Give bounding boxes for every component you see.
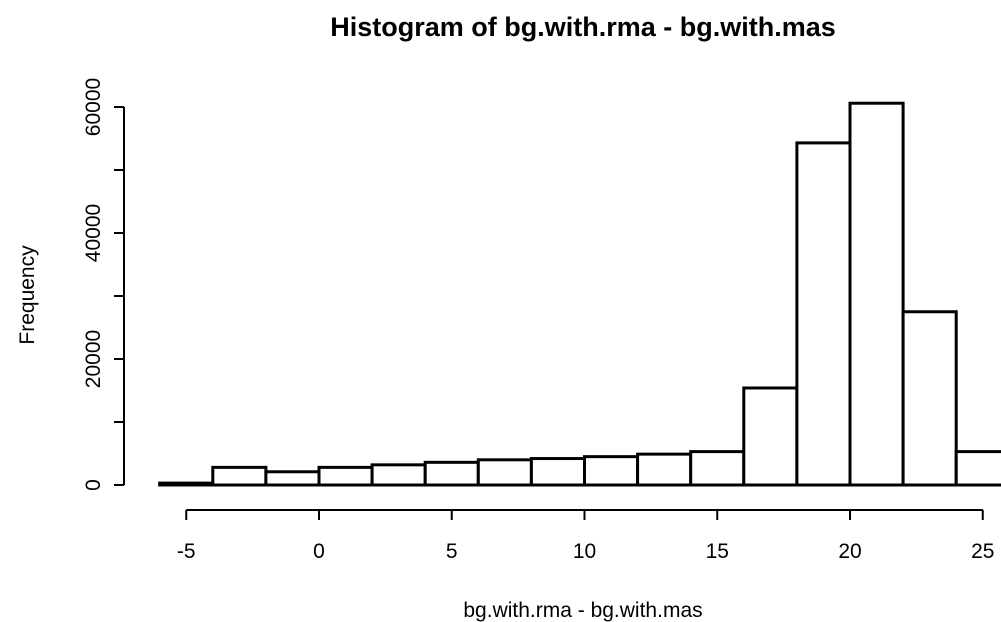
histogram-bar <box>529 457 587 487</box>
histogram-bar <box>636 452 693 487</box>
x-tick-label: 20 <box>838 540 861 563</box>
bars-group <box>158 101 1001 487</box>
histogram-bar <box>901 310 958 487</box>
histogram-bar <box>264 470 321 487</box>
x-tick-label: 15 <box>706 540 729 563</box>
histogram-bar <box>476 458 533 487</box>
y-tick-label: 40000 <box>82 204 105 262</box>
histogram-bar <box>158 481 215 487</box>
x-tick-label: -5 <box>177 540 196 563</box>
histogram-bar <box>689 450 746 487</box>
y-axis: 0 20000 40000 60000 <box>82 78 125 491</box>
histogram-bar <box>848 101 905 487</box>
y-tick-label: 60000 <box>82 78 105 136</box>
histogram-bar <box>583 455 640 487</box>
histogram-bar <box>370 463 427 487</box>
histogram-bar <box>954 450 1001 487</box>
y-tick-label: 20000 <box>82 330 105 388</box>
histogram-bar <box>795 141 852 487</box>
histogram-bar <box>742 386 799 487</box>
x-tick-label: 25 <box>971 540 994 563</box>
histogram-bar <box>423 460 480 487</box>
histogram-bar <box>317 465 374 487</box>
x-axis-title: bg.with.rma - bg.with.mas <box>463 599 702 622</box>
x-tick-label: 5 <box>446 540 458 563</box>
y-tick-label: 0 <box>82 479 105 491</box>
chart-title: Histogram of bg.with.rma - bg.with.mas <box>330 12 836 42</box>
x-tick-label: 10 <box>573 540 596 563</box>
histogram-bar <box>211 465 268 487</box>
x-tick-label: 0 <box>313 540 325 563</box>
y-axis-title: Frequency <box>16 245 39 345</box>
x-axis: -5 0 5 10 15 20 25 <box>177 509 994 563</box>
